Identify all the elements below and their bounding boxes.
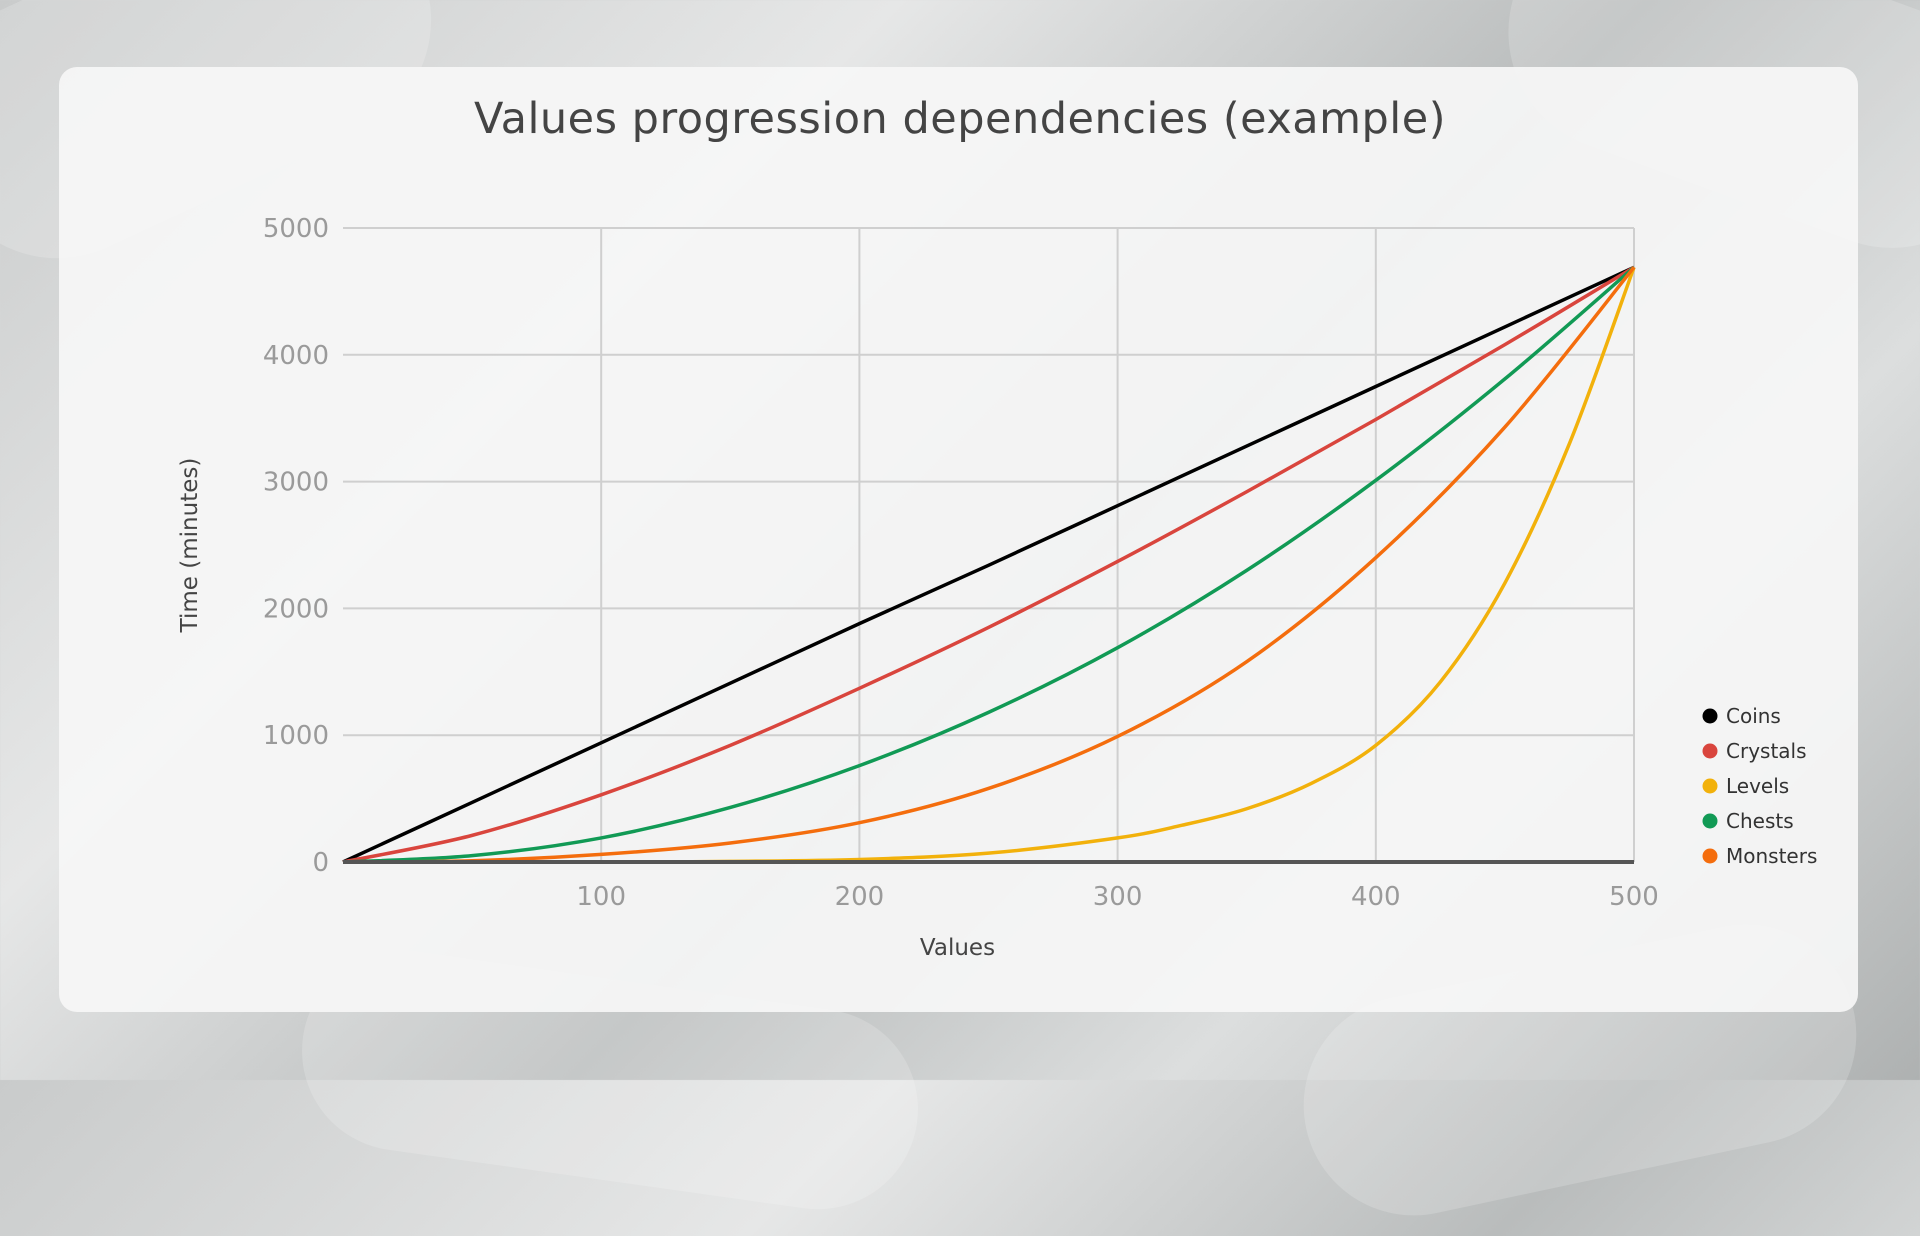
y-tick-label: 0 xyxy=(312,848,329,878)
legend-label: Levels xyxy=(1726,774,1789,798)
x-tick-label: 400 xyxy=(1351,882,1401,912)
tick-labels: 0 1000 2000 3000 4000 5000 100 200 300 400 500 xyxy=(263,214,1659,912)
legend-item-coins: Coins xyxy=(1702,704,1781,728)
legend-swatch xyxy=(1702,708,1718,724)
legend-swatch xyxy=(1702,813,1718,829)
legend-label: Monsters xyxy=(1726,844,1817,868)
series-line-crystals xyxy=(342,265,1635,864)
y-tick-label: 3000 xyxy=(263,468,329,498)
legend-swatch xyxy=(1702,743,1718,759)
y-tick-label: 2000 xyxy=(263,594,329,624)
x-tick-label: 100 xyxy=(576,882,626,912)
grid xyxy=(343,227,1635,862)
legend-swatch xyxy=(1702,778,1718,794)
x-axis-label: Values xyxy=(920,935,995,961)
series-lines xyxy=(342,265,1636,864)
legend-item-crystals: Crystals xyxy=(1702,739,1807,763)
legend: Coins Crystals Levels Chests Monsters xyxy=(1702,704,1817,868)
x-tick-label: 200 xyxy=(835,882,885,912)
series-line-coins xyxy=(342,265,1635,864)
legend-label: Crystals xyxy=(1726,739,1807,763)
series-line-monsters xyxy=(342,266,1636,864)
legend-item-chests: Chests xyxy=(1702,809,1794,833)
x-tick-label: 300 xyxy=(1093,882,1143,912)
y-tick-label: 4000 xyxy=(263,341,329,371)
y-tick-label: 1000 xyxy=(263,721,329,751)
legend-label: Chests xyxy=(1726,809,1794,833)
legend-item-levels: Levels xyxy=(1702,774,1789,798)
legend-label: Coins xyxy=(1726,704,1781,728)
legend-swatch xyxy=(1702,848,1718,864)
series-line-chests xyxy=(342,265,1636,864)
y-axis-label: Time (minutes) xyxy=(177,458,203,634)
chart-title: Values progression dependencies (example… xyxy=(474,94,1446,144)
y-tick-label: 5000 xyxy=(263,214,329,244)
x-tick-label: 500 xyxy=(1609,882,1659,912)
legend-item-monsters: Monsters xyxy=(1702,844,1817,868)
line-chart: 0 1000 2000 3000 4000 5000 100 200 300 400 500 Tim… xyxy=(177,214,1817,961)
